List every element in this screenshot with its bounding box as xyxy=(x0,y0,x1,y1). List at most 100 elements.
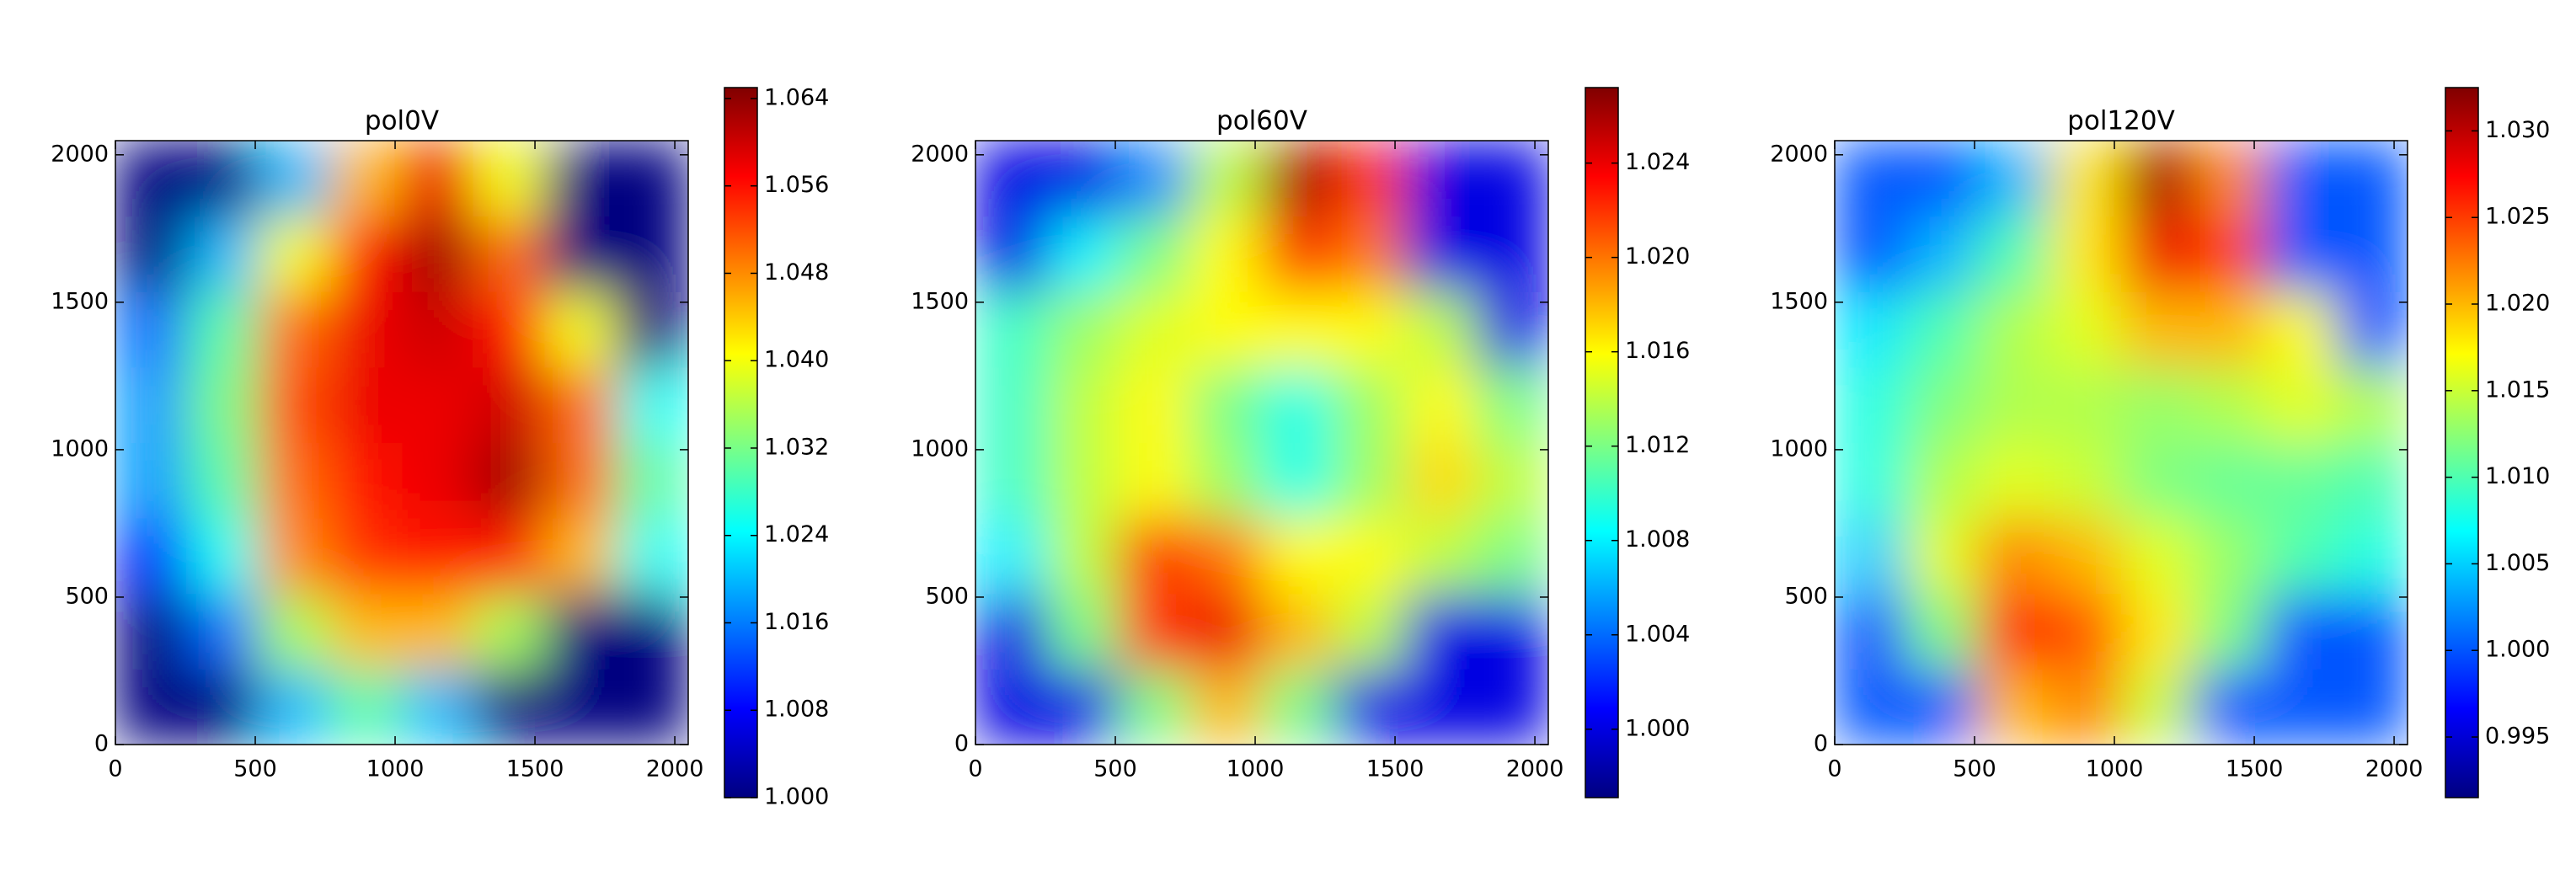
heatmap-cell xyxy=(1190,366,1263,443)
heatmap-cell xyxy=(1047,593,1120,670)
heatmap-cell xyxy=(1119,442,1191,519)
heatmap-cell xyxy=(2193,141,2265,217)
heatmap-cell xyxy=(1047,291,1120,368)
y-tick-label: 2000 xyxy=(51,141,109,167)
heatmap-cell xyxy=(2264,291,2337,368)
heatmap-cell xyxy=(1906,216,1979,292)
heatmap-cell xyxy=(1333,141,1406,217)
heatmap-cell xyxy=(115,442,188,519)
heatmap-cell xyxy=(473,366,546,443)
plot-frame xyxy=(1834,140,2408,745)
x-tick-label: 1500 xyxy=(2226,756,2284,782)
heatmap-cell xyxy=(2121,216,2194,292)
heatmap-cell xyxy=(115,291,188,368)
heatmap-cell xyxy=(259,216,331,292)
heatmap-cell xyxy=(2264,216,2337,292)
heatmap-cell xyxy=(187,593,259,670)
heatmap-cell xyxy=(1906,442,1979,519)
heatmap-cell xyxy=(1119,518,1191,595)
heatmap-cell xyxy=(402,366,474,443)
heatmap-cell xyxy=(2121,366,2194,443)
heatmap-cell xyxy=(1477,442,1549,519)
heatmap-cell xyxy=(402,669,474,745)
heatmap-cell xyxy=(259,593,331,670)
heatmap-cell xyxy=(1119,593,1191,670)
heatmap-cell xyxy=(617,518,689,595)
y-tick-label: 0 xyxy=(954,731,969,757)
heatmap-cell xyxy=(259,518,331,595)
heatmap-cell xyxy=(1262,518,1334,595)
heatmap-cell xyxy=(617,669,689,745)
y-tick-label: 1000 xyxy=(1770,435,1828,462)
y-tick-label: 1500 xyxy=(51,288,109,314)
heatmap-cell xyxy=(1978,141,2050,217)
x-tick-label: 500 xyxy=(1093,756,1137,782)
heatmap-cell xyxy=(975,669,1048,745)
heatmap-cell xyxy=(402,291,474,368)
x-tick-label: 1000 xyxy=(2086,756,2144,782)
heatmap-cell xyxy=(1190,442,1263,519)
colorbar-tick-label: 1.015 xyxy=(2485,376,2550,403)
heatmap-cell xyxy=(2336,366,2408,443)
heatmap-cell xyxy=(2050,216,2122,292)
colorbar xyxy=(724,87,758,798)
colorbar-tick-label: 1.000 xyxy=(764,784,829,810)
heatmap-cell xyxy=(2336,593,2408,670)
heatmap-cell xyxy=(1906,291,1979,368)
colorbar-tick-label: 1.064 xyxy=(764,84,829,110)
colorbar-tick-label: 1.016 xyxy=(764,609,829,635)
heatmap-cell xyxy=(1047,442,1120,519)
heatmap-cell xyxy=(1477,518,1549,595)
heatmap-cell xyxy=(545,291,617,368)
heatmap-cell xyxy=(187,518,259,595)
chart-title: pol60V xyxy=(1216,106,1307,136)
heatmap-cell xyxy=(1262,669,1334,745)
heatmap-cell xyxy=(330,141,403,217)
x-tick-label: 0 xyxy=(968,756,982,782)
heatmap-cell xyxy=(1047,366,1120,443)
heatmap-cell xyxy=(2050,366,2122,443)
heatmap-cell xyxy=(1047,669,1120,745)
heatmap-cell xyxy=(1978,442,2050,519)
heatmap-cell xyxy=(1333,593,1406,670)
heatmap-cell xyxy=(1405,216,1478,292)
x-tick-label: 2000 xyxy=(646,756,704,782)
heatmap-cell xyxy=(1906,518,1979,595)
heatmap-cell xyxy=(1190,518,1263,595)
heatmap-cell xyxy=(1835,216,1907,292)
heatmap-cell xyxy=(1835,141,1907,217)
colorbar-tick-label: 1.000 xyxy=(2485,637,2550,663)
heatmap-cell xyxy=(187,669,259,745)
heatmap-cell xyxy=(1405,141,1478,217)
heatmap-cell xyxy=(975,518,1048,595)
heatmap-cell xyxy=(545,593,617,670)
heatmap-cell xyxy=(1835,291,1907,368)
chart-title: pol120V xyxy=(2067,106,2175,136)
heatmap-cell xyxy=(545,518,617,595)
heatmap-cell xyxy=(1405,593,1478,670)
heatmap xyxy=(975,141,1549,745)
heatmap-cell xyxy=(2264,141,2337,217)
heatmap-cell xyxy=(1262,593,1334,670)
heatmap-cell xyxy=(2193,442,2265,519)
colorbar-tick-label: 1.005 xyxy=(2485,550,2550,576)
heatmap-cell xyxy=(402,442,474,519)
heatmap-cell xyxy=(1906,593,1979,670)
heatmap-cell xyxy=(2050,141,2122,217)
x-tick-label: 0 xyxy=(108,756,122,782)
colorbar-tick-label: 1.012 xyxy=(1625,432,1690,458)
heatmap-cell xyxy=(1333,216,1406,292)
heatmap-cell xyxy=(1190,669,1263,745)
colorbar-tick-label: 1.008 xyxy=(764,697,829,723)
x-tick-label: 1500 xyxy=(1366,756,1424,782)
heatmap-cell xyxy=(1262,291,1334,368)
heatmap-cell xyxy=(2050,669,2122,745)
x-tick-label: 0 xyxy=(1827,756,1841,782)
heatmap-cell xyxy=(2264,669,2337,745)
colorbar-tick-label: 1.025 xyxy=(2485,204,2550,230)
heatmap-cell xyxy=(473,141,546,217)
heatmap-cell xyxy=(1978,291,2050,368)
heatmap-cell xyxy=(1477,291,1549,368)
heatmap-cell xyxy=(1477,593,1549,670)
heatmap-cell xyxy=(2193,366,2265,443)
